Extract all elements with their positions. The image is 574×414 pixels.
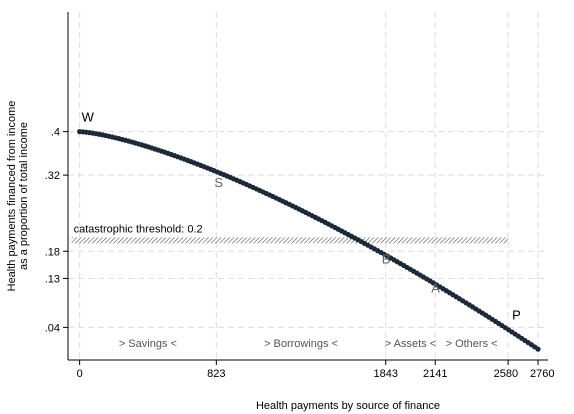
y-axis-title: as a proportion of total income <box>18 122 30 270</box>
region-annotation: > Savings < <box>119 338 177 350</box>
data-point <box>535 346 541 352</box>
y-tick-label: .18 <box>45 246 60 258</box>
x-tick-label: 0 <box>77 368 83 380</box>
y-tick-label: .13 <box>45 273 60 285</box>
data-points <box>77 129 541 352</box>
grid-lines <box>68 12 548 360</box>
threshold: catastrophic threshold: 0.2 <box>71 223 509 244</box>
axes: 0 823 1843 2141 2580 2760 .04 .13 .18 .32 .4 <box>45 12 555 380</box>
x-tick-label: 823 <box>207 368 225 380</box>
x-tick-label: 1843 <box>373 368 397 380</box>
x-tick-label: 2580 <box>494 368 518 380</box>
region-annotation: > Borrowings < <box>264 338 338 350</box>
region-annotations: > Savings < > Borrowings < > Assets < > Oth… <box>119 338 498 350</box>
x-tick-label: 2141 <box>423 368 447 380</box>
y-tick-label: .32 <box>45 170 60 182</box>
region-annotation: > Others < <box>446 338 498 350</box>
region-annotation: > Assets < <box>385 338 436 350</box>
y-tick-label: .04 <box>45 322 60 334</box>
y-tick-label: .4 <box>51 127 60 139</box>
axis-titles: Health payments by source of finance Heal… <box>6 101 440 412</box>
point-label: S <box>214 175 223 190</box>
x-tick-label: 2760 <box>530 368 554 380</box>
y-axis-title: Health payments financed from income <box>6 101 18 292</box>
point-label: A <box>431 280 440 295</box>
point-label: B <box>382 251 391 266</box>
threshold-label: catastrophic threshold: 0.2 <box>74 223 203 235</box>
point-labels: W S B A P <box>82 110 521 323</box>
x-axis-title: Health payments by source of finance <box>256 400 440 412</box>
point-label: P <box>512 307 521 322</box>
threshold-band <box>71 237 509 244</box>
point-label: W <box>82 110 95 125</box>
